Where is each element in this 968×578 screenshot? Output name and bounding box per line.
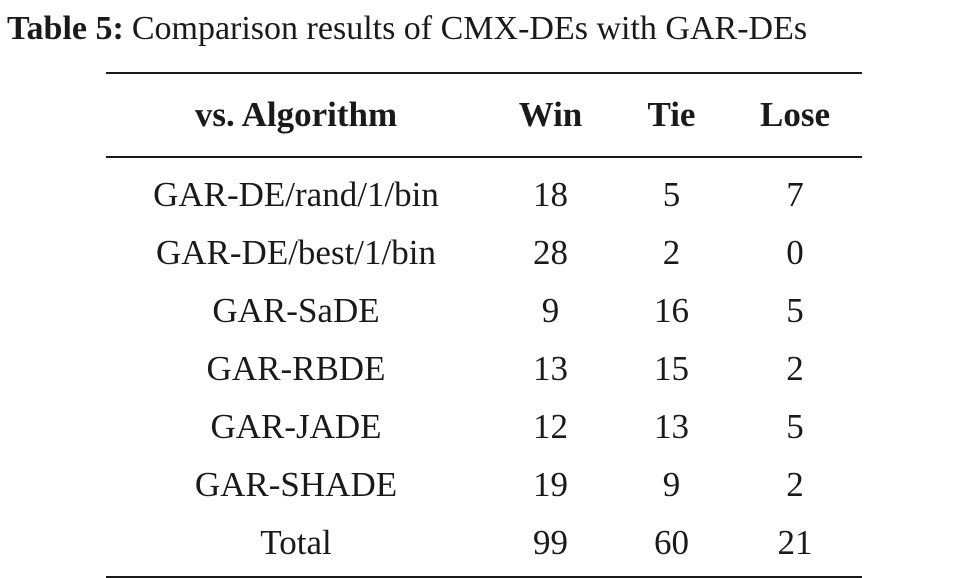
- table-row: GAR-DE/best/1/bin 28 2 0: [106, 224, 862, 282]
- tie-cell: 15: [654, 349, 689, 388]
- table-caption: Table 5: Comparison results of CMX-DEs wi…: [7, 6, 807, 52]
- results-table-container: vs. Algorithm Win Tie Lose GAR-DE/rand/1…: [106, 72, 862, 578]
- table-row: GAR-SHADE 19 9 2: [106, 456, 862, 514]
- algorithm-cell: GAR-DE/rand/1/bin: [153, 175, 439, 214]
- algorithm-cell: GAR-SHADE: [194, 465, 398, 504]
- table-row: GAR-RBDE 13 15 2: [106, 340, 862, 398]
- tie-cell: 13: [654, 407, 689, 446]
- tie-cell: 5: [662, 175, 681, 214]
- column-header-lose: Lose: [760, 95, 830, 134]
- lose-cell: 2: [786, 465, 804, 504]
- table-row: GAR-DE/rand/1/bin 18 5 7: [106, 157, 862, 224]
- total-lose-cell: 21: [777, 523, 813, 562]
- tie-cell: 16: [654, 291, 689, 330]
- table-row: GAR-SaDE 9 16 5: [106, 282, 862, 340]
- table-caption-label: Table 5:: [7, 10, 124, 47]
- lose-cell: 5: [786, 407, 804, 446]
- total-tie-cell: 60: [654, 523, 689, 562]
- algorithm-cell: GAR-RBDE: [206, 349, 386, 388]
- table-row: GAR-JADE 12 13 5: [106, 398, 862, 456]
- algorithm-cell: GAR-SaDE: [212, 291, 380, 330]
- lose-cell: 2: [786, 349, 804, 388]
- column-header-tie: Tie: [647, 95, 696, 134]
- total-label-cell: Total: [260, 523, 332, 562]
- tie-cell: 9: [662, 465, 681, 504]
- total-win-cell: 99: [533, 523, 568, 562]
- table-caption-text: Comparison results of CMX-DEs with GAR-D…: [131, 10, 808, 47]
- table-header-row: vs. Algorithm Win Tie Lose: [106, 73, 862, 157]
- tie-cell: 2: [662, 233, 681, 272]
- win-cell: 19: [533, 465, 568, 504]
- algorithm-cell: GAR-JADE: [210, 407, 382, 446]
- lose-cell: 5: [786, 291, 804, 330]
- win-cell: 13: [533, 349, 568, 388]
- column-header-algorithm: vs. Algorithm: [194, 95, 398, 134]
- table-row-total: Total 99 60 21: [106, 514, 862, 577]
- results-table: vs. Algorithm Win Tie Lose GAR-DE/rand/1…: [106, 72, 862, 578]
- lose-cell: 7: [786, 175, 804, 214]
- win-cell: 18: [533, 175, 568, 214]
- algorithm-cell: GAR-DE/best/1/bin: [156, 233, 436, 272]
- lose-cell: 0: [786, 233, 804, 272]
- win-cell: 28: [533, 233, 568, 272]
- win-cell: 9: [541, 291, 560, 330]
- column-header-win: Win: [518, 95, 583, 134]
- win-cell: 12: [533, 407, 568, 446]
